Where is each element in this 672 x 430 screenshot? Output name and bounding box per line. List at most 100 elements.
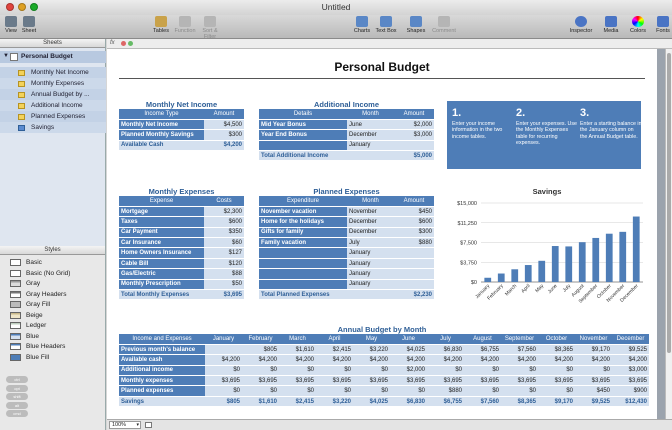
table-cell[interactable]: $3,695: [427, 375, 464, 387]
table-cell[interactable]: Available cash: [119, 354, 205, 366]
style-item[interactable]: Beige: [0, 310, 106, 321]
table-cell[interactable]: $120: [204, 258, 244, 270]
column-header[interactable]: November: [575, 334, 612, 345]
footer-cell[interactable]: $2,230: [394, 288, 434, 301]
column-header[interactable]: Amount: [204, 109, 244, 120]
table-cell[interactable]: $0: [242, 365, 279, 377]
column-header[interactable]: December: [612, 334, 649, 345]
table-cell[interactable]: December: [347, 227, 394, 239]
close-window-button[interactable]: [6, 3, 14, 11]
table-cell[interactable]: January: [347, 279, 394, 291]
zoom-select[interactable]: 100% ▾: [109, 421, 141, 429]
table-cell[interactable]: $60: [204, 237, 244, 249]
footer-cell[interactable]: $3,695: [204, 288, 244, 301]
table-cell[interactable]: $805: [242, 344, 279, 356]
format-button[interactable]: opt: [6, 384, 28, 392]
table-cell[interactable]: $300: [204, 129, 244, 141]
charts-button[interactable]: Charts: [347, 15, 377, 39]
table-cell[interactable]: $2,415: [316, 344, 353, 356]
column-header[interactable]: May: [353, 334, 390, 345]
table-cell[interactable]: $88: [204, 268, 244, 280]
table-cell[interactable]: [394, 258, 434, 270]
bar[interactable]: [632, 216, 640, 282]
table-cell[interactable]: $4,200: [612, 354, 649, 366]
table-cell[interactable]: [259, 140, 347, 152]
column-header[interactable]: August: [464, 334, 501, 345]
table-cell[interactable]: $2,000: [390, 365, 427, 377]
style-item[interactable]: Blue Fill: [0, 352, 106, 363]
footer-cell[interactable]: $6,755: [427, 395, 464, 408]
table-cell[interactable]: $4,025: [390, 344, 427, 356]
footer-cell[interactable]: $7,560: [464, 395, 501, 408]
bar[interactable]: [592, 237, 600, 282]
table-cell[interactable]: Home for the holidays: [259, 216, 347, 228]
bar[interactable]: [511, 269, 519, 282]
footer-cell[interactable]: [347, 150, 394, 162]
table-cell[interactable]: $3,695: [353, 375, 390, 387]
table-cell[interactable]: January: [347, 247, 394, 259]
table-cell[interactable]: [259, 247, 347, 259]
table-cell[interactable]: $0: [353, 365, 390, 377]
table-cell[interactable]: November vacation: [259, 206, 347, 218]
table-cell[interactable]: Monthly Prescription: [119, 279, 204, 291]
style-item[interactable]: Basic: [0, 257, 106, 268]
table-cell[interactable]: Year End Bonus: [259, 129, 347, 141]
table-cell[interactable]: $2,000: [394, 119, 434, 131]
style-item[interactable]: Blue Headers: [0, 341, 106, 352]
footer-cell[interactable]: $9,170: [538, 395, 575, 408]
footer-cell[interactable]: [347, 288, 394, 301]
table-cell[interactable]: [394, 140, 434, 152]
column-header[interactable]: Month: [347, 196, 394, 207]
table-cell[interactable]: $880: [394, 237, 434, 249]
column-header[interactable]: Income and Expenses: [119, 334, 205, 345]
column-header[interactable]: Month: [347, 109, 394, 120]
tables-button[interactable]: Tables: [148, 15, 174, 39]
column-header[interactable]: October: [538, 334, 575, 345]
footer-cell[interactable]: $1,610: [242, 395, 279, 408]
net-income-table[interactable]: Income Type Amount Monthly Net Income $4,50…: [119, 109, 244, 152]
table-cell[interactable]: $0: [242, 385, 279, 397]
table-cell[interactable]: $9,525: [612, 344, 649, 356]
footer-cell[interactable]: $5,000: [394, 150, 434, 162]
format-button[interactable]: alt: [6, 401, 28, 409]
table-cell[interactable]: $0: [501, 385, 538, 397]
table-cell[interactable]: $880: [427, 385, 464, 397]
table-cell[interactable]: $0: [279, 385, 316, 397]
comment-button[interactable]: Comment: [429, 15, 459, 39]
footer-cell[interactable]: Available Cash: [119, 139, 204, 152]
bar[interactable]: [565, 246, 573, 282]
table-cell[interactable]: Planned Monthly Savings: [119, 129, 204, 141]
table-cell[interactable]: January: [347, 140, 394, 152]
bar[interactable]: [578, 242, 586, 282]
column-header[interactable]: April: [316, 334, 353, 345]
bar[interactable]: [538, 260, 546, 282]
table-cell[interactable]: Taxes: [119, 216, 204, 228]
table-cell[interactable]: Monthly expenses: [119, 375, 205, 387]
column-header[interactable]: September: [501, 334, 538, 345]
footer-cell[interactable]: $805: [205, 395, 242, 408]
column-header[interactable]: January: [205, 334, 242, 345]
table-cell[interactable]: $4,200: [316, 354, 353, 366]
format-button[interactable]: ctrl: [6, 376, 28, 383]
table-cell[interactable]: Additional income: [119, 365, 205, 377]
table-cell[interactable]: [394, 268, 434, 280]
table-cell[interactable]: July: [347, 237, 394, 249]
footer-cell[interactable]: $8,365: [501, 395, 538, 408]
table-cell[interactable]: Planned expenses: [119, 385, 205, 397]
footer-cell[interactable]: $9,525: [575, 395, 612, 408]
table-cell[interactable]: January: [347, 258, 394, 270]
table-cell[interactable]: $0: [279, 365, 316, 377]
table-cell[interactable]: $4,200: [279, 354, 316, 366]
table-cell[interactable]: $4,500: [204, 119, 244, 131]
table-cell[interactable]: $4,200: [538, 354, 575, 366]
sheet-item[interactable]: Planned Expenses: [0, 111, 106, 122]
table-cell[interactable]: $9,170: [575, 344, 612, 356]
column-header[interactable]: Details: [259, 109, 347, 120]
sheet-item[interactable]: Monthly Expenses: [0, 78, 106, 89]
formula-bar[interactable]: fx: [107, 39, 672, 49]
footer-cell[interactable]: Savings: [119, 395, 205, 408]
table-cell[interactable]: $1,610: [279, 344, 316, 356]
table-cell[interactable]: $6,755: [464, 344, 501, 356]
table-cell[interactable]: December: [347, 216, 394, 228]
table-cell[interactable]: $127: [204, 247, 244, 259]
